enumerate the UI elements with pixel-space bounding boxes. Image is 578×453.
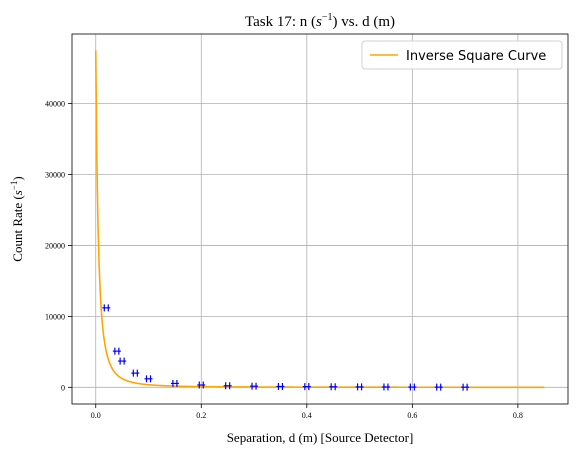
plot-area-frame — [71, 33, 569, 405]
data-point — [250, 382, 259, 390]
data-point — [170, 379, 179, 387]
y-tick-label: 10000 — [45, 312, 65, 321]
data-point — [118, 357, 127, 365]
x-tick-label: 0.2 — [196, 411, 206, 420]
data-point — [408, 383, 417, 391]
data-point — [102, 304, 111, 312]
legend: Inverse Square Curve — [361, 40, 563, 70]
data-point — [197, 381, 206, 389]
legend-label-inverse-square: Inverse Square Curve — [406, 49, 546, 64]
grid-layer — [72, 34, 568, 404]
data-point — [461, 383, 470, 391]
data-point — [131, 369, 140, 377]
data-point — [144, 375, 153, 383]
y-tick-label: 20000 — [45, 241, 65, 250]
x-tick-label: 0.0 — [91, 411, 101, 420]
legend-box — [361, 40, 563, 70]
data-point — [223, 382, 232, 390]
curve-layer — [94, 50, 545, 389]
data-point — [434, 383, 443, 391]
y-axis: 0 10000 20000 30000 40000 — [45, 100, 72, 392]
y-axis-label: Count Rate (s−1) — [9, 176, 25, 261]
chart-title: Task 17: n (s−1) vs. d (m) — [245, 12, 395, 30]
x-tick-label: 0.6 — [407, 411, 417, 420]
data-point — [381, 383, 390, 391]
y-tick-label: 30000 — [45, 170, 65, 179]
data-point — [112, 347, 121, 355]
points-layer — [102, 304, 470, 391]
inverse-square-curve — [94, 50, 545, 389]
y-tick-label: 0 — [61, 383, 65, 392]
x-axis-label: Separation, d (m) [Source Detector] — [227, 430, 414, 445]
data-point — [276, 382, 285, 390]
data-point — [329, 383, 338, 391]
data-point — [355, 383, 364, 391]
x-tick-label: 0.4 — [302, 411, 312, 420]
x-axis: 0.0 0.2 0.4 0.6 0.8 — [91, 404, 523, 420]
x-tick-label: 0.8 — [513, 411, 523, 420]
y-tick-label: 40000 — [45, 100, 65, 109]
data-point — [302, 383, 311, 391]
